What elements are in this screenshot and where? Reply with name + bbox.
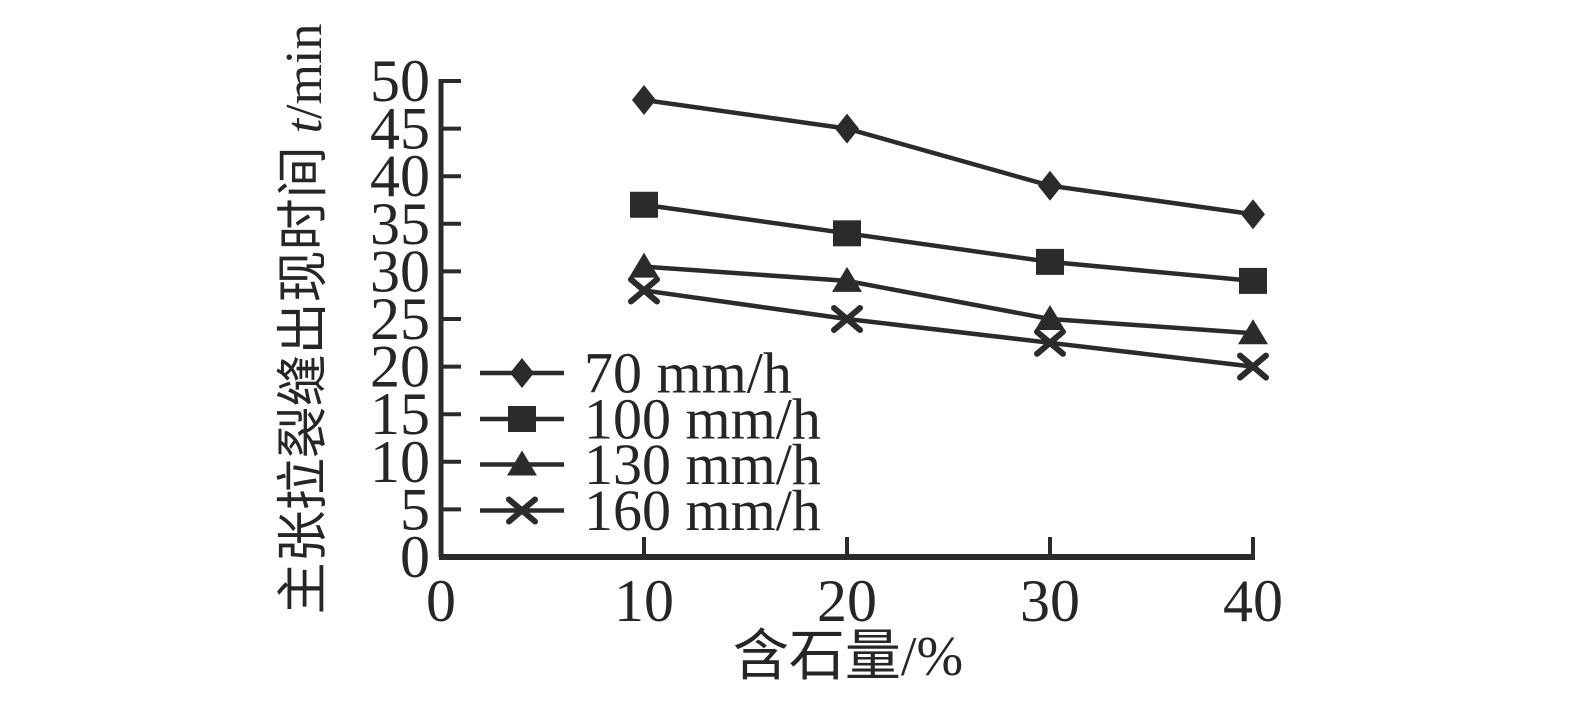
y-tick-label-0: 0 [400, 524, 430, 590]
x-marker-icon-160-mm-h-p4 [1237, 352, 1269, 381]
tick-marks [441, 79, 1255, 557]
series-line-130-mm-h [643, 264, 1254, 336]
series-lines [628, 85, 1269, 381]
triangle-marker-icon-130-mm-h-p2 [832, 266, 862, 292]
x-tick-label-40: 40 [1223, 568, 1283, 634]
y-tick-label-5: 5 [400, 476, 430, 542]
diamond-marker-icon-70-mm-h-p2 [835, 113, 859, 144]
legend-entry-70-mm-h: 70 mm/h [480, 341, 792, 406]
x-tick-label-30: 30 [1020, 568, 1080, 634]
diamond-marker-icon-70-mm-h-p1 [632, 85, 656, 116]
series-130-mm-h [629, 252, 1268, 345]
y-tick-label-50: 50 [370, 48, 430, 114]
square-marker-icon-100-mm-h-p2 [833, 220, 861, 247]
legend-entry-160-mm-h: 160 mm/h [480, 478, 821, 543]
legend-label-70-mm-h: 70 mm/h [584, 341, 792, 406]
square-marker-icon-100-mm-h-p1 [630, 191, 658, 218]
x-tick-label-20: 20 [817, 568, 877, 634]
square-marker-icon-100-mm-h-p4 [1239, 267, 1267, 294]
y-tick-label-20: 20 [370, 334, 430, 400]
x-axis-title: 含石量/% [733, 626, 963, 688]
y-tick-label-35: 35 [370, 191, 430, 257]
legend-entry-130-mm-h: 130 mm/h [480, 432, 821, 497]
series-line-160-mm-h [643, 288, 1254, 369]
legend-label-100-mm-h: 100 mm/h [584, 387, 821, 452]
series-160-mm-h [628, 276, 1269, 381]
diamond-marker-icon-70-mm-h-p4 [1241, 199, 1265, 230]
x-marker-icon-160-mm-h-p3 [1034, 328, 1066, 357]
x-tick-label-10: 10 [614, 568, 674, 634]
y-tick-label-30: 30 [370, 238, 430, 304]
series-100-mm-h [630, 191, 1267, 294]
triangle-marker-icon-legend-130-mm-h [507, 450, 537, 476]
triangle-marker-icon-130-mm-h-p3 [1035, 305, 1065, 330]
series-70-mm-h [632, 85, 1265, 230]
triangle-marker-icon-130-mm-h-p1 [629, 252, 659, 278]
x-marker-icon-legend-160-mm-h [506, 496, 538, 525]
diamond-marker-icon-legend-70-mm-h [510, 358, 534, 388]
legend-entry-100-mm-h: 100 mm/h [480, 387, 821, 452]
y-tick-label-40: 40 [370, 143, 430, 209]
y-tick-label-25: 25 [370, 286, 430, 352]
legend-label-160-mm-h: 160 mm/h [584, 478, 821, 543]
series-line-100-mm-h [643, 202, 1254, 284]
legend-label-130-mm-h: 130 mm/h [584, 432, 821, 497]
square-marker-icon-100-mm-h-p3 [1036, 248, 1064, 275]
x-marker-icon-160-mm-h-p1 [628, 276, 660, 305]
series-line-70-mm-h [643, 97, 1254, 217]
x-tick-label-0: 0 [426, 568, 456, 634]
diamond-marker-icon-70-mm-h-p3 [1038, 170, 1062, 201]
y-tick-label-45: 45 [370, 96, 430, 162]
y-tick-label-10: 10 [370, 429, 430, 495]
triangle-marker-icon-130-mm-h-p4 [1238, 319, 1268, 345]
y-tick-label-15: 15 [370, 381, 430, 447]
y-axis-title: 主张拉裂缝出现时间 t/min [276, 24, 333, 615]
square-marker-icon-legend-100-mm-h [508, 406, 536, 432]
x-marker-icon-160-mm-h-p2 [831, 305, 863, 333]
